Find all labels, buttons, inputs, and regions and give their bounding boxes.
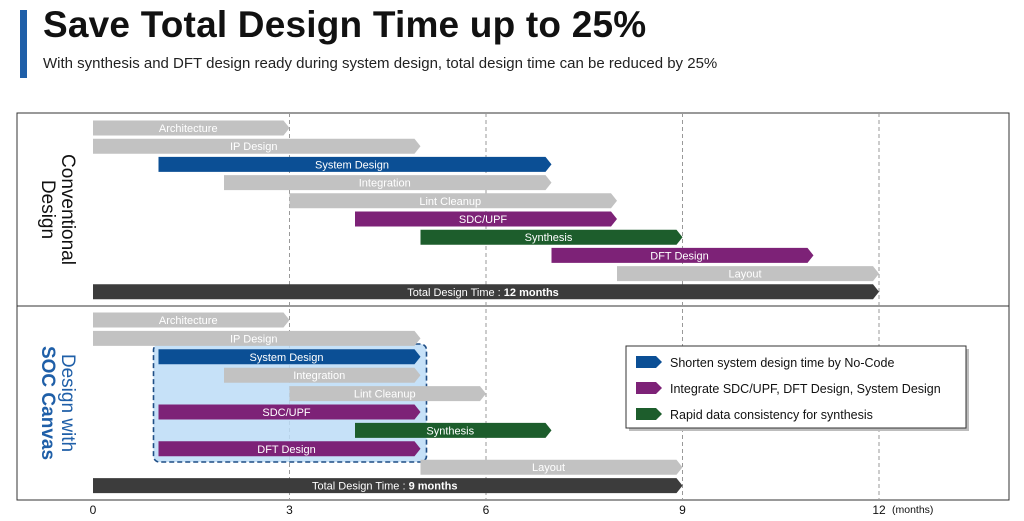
task-bar: Synthesis (355, 422, 552, 438)
task-label: Total Design Time : 9 months (312, 481, 458, 493)
legend-swatch (636, 382, 662, 394)
task-bar-shape (420, 459, 683, 475)
task-bar-shape (355, 211, 617, 227)
page-title: Save Total Design Time up to 25% (43, 4, 647, 45)
x-tick-label: 6 (483, 503, 490, 517)
task-bar-shape (93, 138, 421, 154)
panel-label-line: Design with (57, 354, 78, 452)
task-label: Synthesis (525, 232, 573, 244)
task-bar-shape (158, 349, 421, 365)
task-label: IP Design (230, 141, 278, 153)
task-bar-shape (93, 120, 290, 136)
task-label: Lint Cleanup (354, 389, 416, 401)
task-bar-shape (420, 229, 683, 245)
panel-label-line: SOC Canvas (37, 346, 58, 460)
task-bar: IP Design (93, 330, 421, 346)
task-label: Total Design Time : 12 months (407, 287, 559, 299)
task-bar-shape (93, 312, 290, 328)
task-bar: Total Design Time : 12 months (93, 284, 879, 300)
task-bar-shape (289, 386, 486, 402)
task-bar: Lint Cleanup (289, 193, 617, 209)
task-bar-shape (158, 441, 421, 457)
x-tick-label: 9 (679, 503, 686, 517)
task-label: Synthesis (426, 425, 474, 437)
panel-label-line: Conventional (57, 154, 78, 265)
x-unit-label: (months) (892, 504, 933, 516)
legend: Shorten system design time by No-Code Int… (625, 345, 969, 431)
legend-label: Shorten system design time by No-Code (670, 356, 894, 370)
task-label: Architecture (159, 315, 218, 327)
panel-label-line: Design (37, 180, 58, 239)
task-bar: Integration (224, 367, 421, 383)
task-bar: System Design (158, 349, 421, 365)
task-bar-shape (617, 266, 879, 282)
task-bar: Integration (224, 175, 552, 191)
task-label: Lint Cleanup (419, 196, 481, 208)
task-bar: DFT Design (551, 247, 814, 263)
task-label: Architecture (159, 123, 218, 135)
task-bar: Total Design Time : 9 months (93, 478, 683, 494)
task-bar: SDC/UPF (158, 404, 421, 420)
task-label: System Design (250, 352, 324, 364)
task-bar: IP Design (93, 138, 421, 154)
task-bar: SDC/UPF (355, 211, 617, 227)
task-bar-shape (158, 156, 552, 172)
task-bar-shape (93, 330, 421, 346)
task-bar: Lint Cleanup (289, 386, 486, 402)
task-bar: DFT Design (158, 441, 421, 457)
task-bar-shape (224, 367, 421, 383)
task-bar: Synthesis (420, 229, 683, 245)
task-label: IP Design (230, 333, 278, 345)
task-bar: System Design (158, 156, 552, 172)
task-label: System Design (315, 159, 389, 171)
x-tick-label: 12 (872, 503, 886, 517)
task-label: Integration (359, 178, 411, 190)
task-bar-shape (551, 247, 814, 263)
task-bar-shape (355, 422, 552, 438)
task-label: DFT Design (257, 444, 315, 456)
task-bar: Architecture (93, 120, 290, 136)
title-accent-bar (20, 10, 27, 78)
task-label: Layout (728, 269, 761, 281)
legend-label: Rapid data consistency for synthesis (670, 408, 873, 422)
legend-swatch (636, 408, 662, 420)
legend-box (625, 345, 967, 429)
task-label: SDC/UPF (262, 407, 311, 419)
task-bar-shape (93, 284, 879, 300)
x-tick-label: 3 (286, 503, 293, 517)
task-bar-shape (158, 404, 421, 420)
legend-label: Integrate SDC/UPF, DFT Design, System De… (670, 382, 941, 396)
task-bar: Layout (617, 266, 879, 282)
task-bar: Architecture (93, 312, 290, 328)
task-bar-shape (93, 478, 683, 494)
task-bar: Layout (420, 459, 683, 475)
task-bar-shape (289, 193, 617, 209)
legend-swatch (636, 356, 662, 368)
page-subtitle: With synthesis and DFT design ready duri… (43, 55, 718, 72)
task-label: Layout (532, 462, 565, 474)
task-label: Integration (293, 370, 345, 382)
task-bar-shape (224, 175, 552, 191)
x-tick-label: 0 (90, 503, 97, 517)
task-label: DFT Design (650, 250, 708, 262)
task-label: SDC/UPF (459, 214, 508, 226)
